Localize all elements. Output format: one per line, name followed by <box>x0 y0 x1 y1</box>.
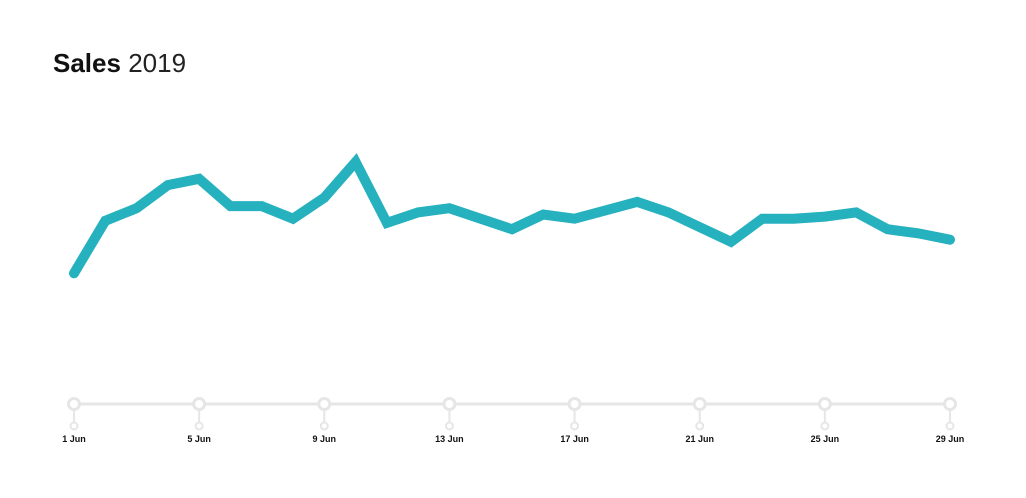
x-tick-marker <box>192 397 207 411</box>
data-point <box>101 217 109 225</box>
x-tick: 1 Jun <box>62 397 86 444</box>
data-point <box>289 215 297 223</box>
data-point <box>696 223 704 231</box>
x-tick-label: 29 Jun <box>936 434 965 444</box>
x-axis: 1 Jun 5 Jun 9 Jun 13 Jun 17 Jun 21 Jun 25 Jun 2… <box>62 397 965 444</box>
data-point <box>602 206 610 214</box>
data-point <box>414 208 422 216</box>
data-point <box>790 215 798 223</box>
data-point <box>821 213 829 221</box>
chart-title: Sales 2019 <box>53 46 186 80</box>
data-point <box>477 215 485 223</box>
x-tick-marker <box>817 397 832 411</box>
data-point <box>758 215 766 223</box>
data-point <box>571 215 579 223</box>
x-tick-dot <box>820 421 830 431</box>
title-strong-text: Sales <box>53 48 121 78</box>
x-tick: 9 Jun <box>313 397 337 444</box>
x-tick-label: 13 Jun <box>435 434 464 444</box>
x-tick-dot <box>194 421 204 431</box>
data-point <box>195 175 203 183</box>
x-tick-label: 17 Jun <box>560 434 589 444</box>
data-point <box>70 269 78 277</box>
x-tick-label: 21 Jun <box>685 434 714 444</box>
x-tick: 29 Jun <box>936 397 965 444</box>
data-point <box>352 158 360 166</box>
x-tick-marker <box>567 397 582 411</box>
x-tick-label: 5 Jun <box>187 434 211 444</box>
x-tick: 13 Jun <box>435 397 464 444</box>
x-tick: 25 Jun <box>811 397 840 444</box>
x-tick: 17 Jun <box>560 397 589 444</box>
data-point <box>258 202 266 210</box>
series-line <box>69 153 955 279</box>
data-point <box>727 238 735 246</box>
data-point <box>946 236 954 244</box>
title-year-text: 2019 <box>128 48 187 78</box>
x-tick-label: 9 Jun <box>313 434 337 444</box>
x-tick-label: 1 Jun <box>62 434 86 444</box>
data-point <box>664 208 672 216</box>
x-tick-dot <box>695 421 705 431</box>
x-tick-dot <box>945 421 955 431</box>
data-point <box>883 225 891 233</box>
data-point <box>226 202 234 210</box>
x-tick-dot <box>69 421 79 431</box>
x-tick-dot <box>319 421 329 431</box>
x-tick-label: 25 Jun <box>811 434 840 444</box>
data-point <box>633 198 641 206</box>
data-point <box>164 181 172 189</box>
x-tick-marker <box>67 397 81 411</box>
x-tick-marker <box>317 397 332 411</box>
data-point <box>133 204 141 212</box>
x-tick-marker <box>442 397 457 411</box>
data-point <box>915 229 923 237</box>
data-point <box>852 208 860 216</box>
data-point <box>508 225 516 233</box>
x-tick-dot <box>444 421 454 431</box>
x-tick: 21 Jun <box>685 397 714 444</box>
data-point <box>383 219 391 227</box>
x-tick: 5 Jun <box>187 397 211 444</box>
x-tick-dot <box>570 421 580 431</box>
data-point <box>320 194 328 202</box>
x-tick-marker <box>943 397 957 411</box>
data-point <box>539 211 547 219</box>
data-point <box>445 204 453 212</box>
series-layer <box>69 153 955 279</box>
x-tick-marker <box>692 397 707 411</box>
